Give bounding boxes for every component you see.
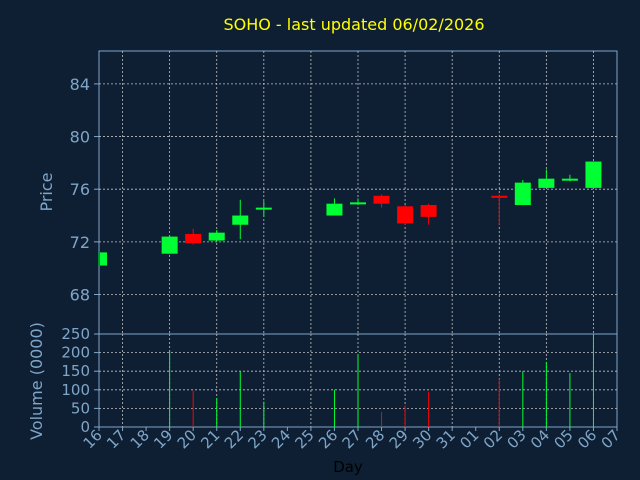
volume-tick-label: 150 [61,362,90,380]
candle-body [538,178,555,188]
x-tick-label: 02 [480,426,506,452]
x-tick-label: 17 [103,426,129,452]
x-tick-label: 06 [574,426,600,452]
x-tick-label: 20 [174,426,200,452]
candle-body [100,252,107,266]
candle-body [161,236,178,254]
x-tick-label: 24 [268,426,294,452]
x-axis-label: Day [333,458,363,476]
candle-body [350,202,366,205]
x-axis: 1617181920212223242526272829303101020304… [80,426,624,452]
candle-body [585,161,602,188]
price-tick-label: 80 [70,128,90,147]
candle-body [185,233,202,244]
candle-body [420,205,437,217]
candle-body [561,178,578,181]
x-tick-label: 18 [127,426,153,452]
candle-body [326,203,343,216]
x-tick-label: 23 [244,426,270,452]
x-tick-label: 30 [409,426,435,452]
candle-body [373,195,390,204]
x-tick-label: 19 [150,426,176,452]
x-tick-label: 28 [362,426,388,452]
x-tick-label: 27 [339,426,365,452]
volume-tick-label: 200 [61,344,90,362]
x-tick-label: 22 [221,426,247,452]
price-axis-label: Price [37,172,56,211]
volume-tick-label: 50 [71,399,90,417]
candle-body [208,232,225,241]
x-tick-label: 29 [386,426,412,452]
x-tick-label: 03 [503,426,529,452]
x-tick-label: 07 [598,426,624,452]
x-tick-label: 01 [456,426,482,452]
volume-tick-label: 250 [61,325,90,343]
chart-title: SOHO - last updated 06/02/2026 [223,15,484,34]
price-panel: 68 72 76 80 84 [70,50,618,335]
x-tick-label: 31 [433,426,459,452]
volume-axis-label: Volume (0000) [27,322,46,440]
candle-body [397,206,414,224]
price-tick-label: 68 [70,286,90,305]
price-tick-label: 76 [70,180,90,199]
x-tick-label: 21 [197,426,223,452]
x-tick-label: 26 [315,426,341,452]
candle-body [491,195,508,198]
x-tick-label: 25 [292,426,318,452]
candle-body [514,182,531,206]
candle-body [255,207,272,210]
candle-body [232,215,249,225]
x-tick-label: 04 [527,426,553,452]
price-tick-label: 72 [70,233,90,252]
x-tick-label: 05 [551,426,577,452]
volume-tick-label: 0 [80,418,90,436]
price-tick-label: 84 [70,75,90,94]
volume-tick-label: 100 [61,381,90,399]
